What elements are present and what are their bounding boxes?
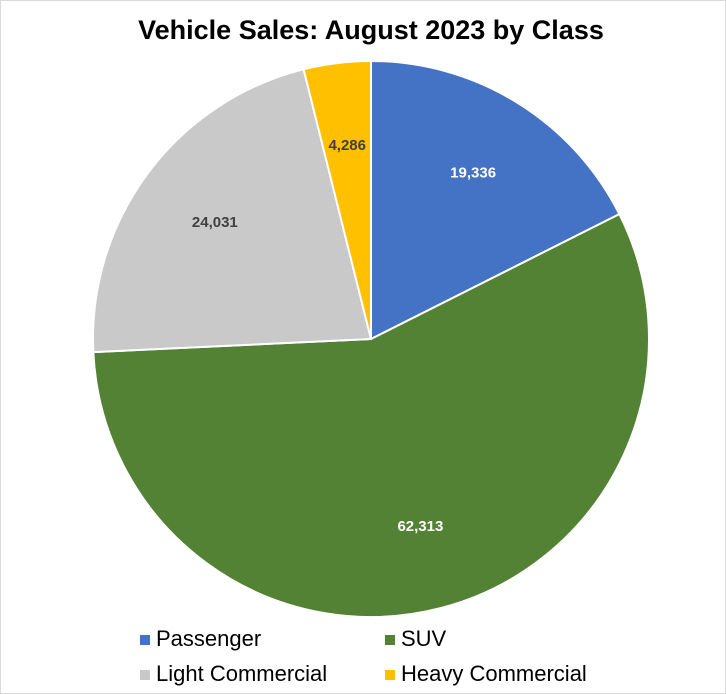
legend-swatch (140, 635, 150, 645)
legend-label: Heavy Commercial (401, 661, 587, 686)
legend-swatch (385, 670, 395, 680)
data-label: 19,336 (450, 164, 496, 181)
legend-label: Light Commercial (156, 661, 327, 686)
data-label: 24,031 (192, 214, 238, 231)
chart-title: Vehicle Sales: August 2023 by Class (138, 15, 604, 45)
pie-slice (92, 212, 650, 618)
legend-swatch (385, 635, 395, 645)
pie-slice (370, 59, 621, 341)
legend-label: Passenger (156, 626, 261, 651)
legend-swatch (140, 670, 150, 680)
data-label: 62,313 (397, 518, 443, 535)
legend-label: SUV (401, 626, 447, 651)
pie-slice (302, 59, 372, 340)
data-label: 4,286 (328, 137, 366, 154)
pie-slice (92, 68, 373, 354)
